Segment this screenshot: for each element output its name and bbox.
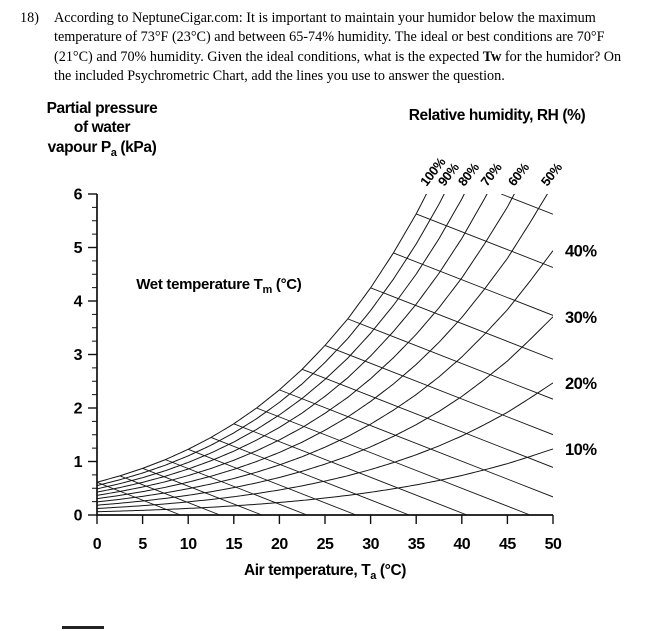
y-tick-label: 4	[74, 294, 83, 311]
wet-bulb-line-10	[188, 449, 357, 516]
rh-curve-10	[97, 448, 553, 513]
wet-bulb-line-15	[233, 423, 468, 516]
y-tick-label: 5	[74, 240, 83, 257]
x-tick-label: 10	[180, 536, 197, 553]
wet-bulb-line-32_5	[393, 252, 553, 317]
x-tick-label: 40	[453, 536, 470, 553]
y-tick-label: 2	[74, 401, 83, 418]
wet-bulb-line-5	[142, 468, 262, 516]
wet-bulb-line-30	[370, 287, 553, 360]
wet-bulb-line-12_5	[210, 437, 410, 516]
wet-bulb-line-35	[416, 213, 553, 269]
x-tick-label: 35	[408, 536, 425, 553]
y-tick-label: 0	[74, 508, 83, 525]
y-axis-title-line3: vapour Pa (kPa)	[48, 139, 157, 159]
tw-symbol: Tw	[482, 48, 502, 65]
rh-curve-50	[97, 194, 548, 500]
wet-bulb-line-2_5	[119, 475, 221, 516]
rh-label-top-80: 80%	[455, 160, 483, 189]
wet-bulb-line-7_5	[165, 459, 308, 516]
x-tick-label: 25	[317, 536, 334, 553]
x-tick-label: 30	[362, 536, 379, 553]
wet-bulb-line-27_5	[347, 318, 553, 400]
y-tick-label: 6	[74, 187, 83, 204]
rh-curve-90	[97, 194, 445, 487]
x-axis-title: Air temperature, Ta (°C)	[244, 562, 406, 582]
rh-curve-60	[97, 194, 515, 497]
rh-curve-30	[97, 316, 553, 506]
wet-bulb-line-37_5	[501, 194, 553, 215]
wet-bulb-line-0	[97, 482, 181, 516]
x-tick-label: 20	[271, 536, 288, 553]
question-block: 18) According to NeptuneCigar.com: It is…	[0, 0, 670, 86]
x-tick-label: 5	[138, 536, 147, 553]
rh-label-right-40: 40%	[565, 243, 597, 261]
y-axis-title-line2: of water	[74, 119, 131, 136]
rh-label-top-60: 60%	[505, 160, 533, 189]
rh-label-right-10: 10%	[565, 441, 597, 459]
chart-axes	[96, 194, 553, 517]
rh-label-top-50: 50%	[538, 160, 566, 189]
wet-bulb-line-17_5	[256, 407, 531, 516]
rh-curve-20	[97, 382, 553, 510]
rh-label-right-30: 30%	[565, 309, 597, 327]
y-tick-label: 1	[74, 454, 83, 471]
question-text-part2: for the humidor? On the included Psychro…	[54, 48, 622, 84]
rh-curve-40	[97, 250, 553, 503]
wet-temperature-label: Wet temperature Tm (°C)	[136, 276, 302, 296]
rh-label-right-20: 20%	[565, 375, 597, 393]
question-text-part1: According to NeptuneCigar.com: It is imp…	[54, 10, 605, 65]
chart-mesh	[97, 194, 553, 516]
page-bottom-artifact	[62, 626, 104, 629]
x-tick-label: 45	[499, 536, 516, 553]
y-axis-title-line1: Partial pressure	[47, 100, 159, 117]
wet-bulb-line-20	[279, 389, 553, 498]
x-tick-label: 15	[225, 536, 242, 553]
x-tick-label: 0	[93, 536, 102, 553]
rh-curve-80	[97, 194, 465, 490]
x-tick-label: 50	[545, 536, 562, 553]
wet-bulb-line-22_5	[302, 369, 553, 469]
rh-label-top-70: 70%	[478, 160, 506, 189]
y-tick-label: 3	[74, 347, 83, 364]
question-number: 18)	[20, 10, 39, 26]
wet-bulb-line-25	[324, 345, 553, 436]
rh-axis-title: Relative humidity, RH (%)	[409, 107, 586, 124]
question-text: According to NeptuneCigar.com: It is imp…	[54, 9, 642, 86]
rh-curve-70	[97, 194, 488, 493]
